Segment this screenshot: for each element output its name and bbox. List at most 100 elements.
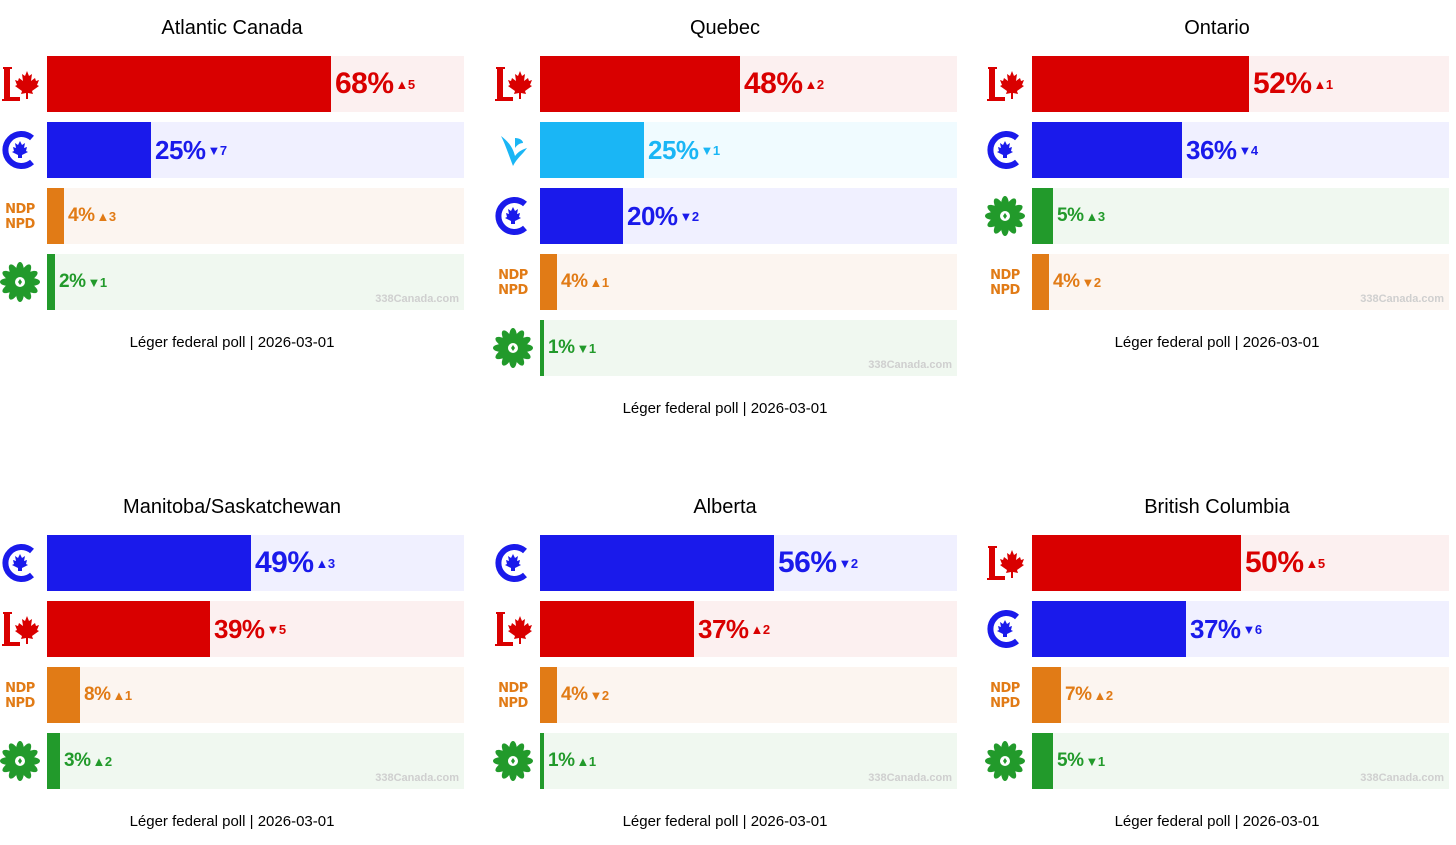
green-logo-icon bbox=[985, 741, 1025, 781]
bar-track: 48% ▲2 bbox=[540, 56, 957, 112]
change-up-label: ▲2 bbox=[1093, 687, 1113, 703]
party-logo bbox=[493, 130, 533, 170]
bar-track: 4% ▲1 bbox=[540, 254, 957, 310]
party-logo bbox=[0, 64, 40, 104]
party-logo: NDP NPD bbox=[0, 196, 40, 236]
bar-track: 25% ▼1 bbox=[540, 122, 957, 178]
party-logo bbox=[493, 543, 533, 583]
bar bbox=[540, 122, 644, 178]
bar-track: 1% ▲1 338Canada.com bbox=[540, 733, 957, 789]
bar-row: 25% ▼7 bbox=[0, 122, 464, 178]
data-label: 52% ▲1 bbox=[1253, 56, 1333, 112]
party-logo bbox=[0, 609, 40, 649]
bar-row: 2% ▼1 338Canada.com bbox=[0, 254, 464, 310]
percent-label: 4% bbox=[1053, 271, 1080, 292]
ndp-logo-line: NPD bbox=[5, 696, 35, 711]
change-down-label: ▼1 bbox=[1085, 753, 1105, 769]
ndp-logo-line: NPD bbox=[990, 283, 1020, 298]
party-logo bbox=[0, 262, 40, 302]
party-logo bbox=[985, 543, 1025, 583]
green-logo-icon bbox=[493, 741, 533, 781]
data-label: 49% ▲3 bbox=[255, 535, 335, 591]
data-label: 4% ▲3 bbox=[68, 188, 116, 244]
bar-row: 68% ▲5 bbox=[0, 56, 464, 112]
data-label: 3% ▲2 bbox=[64, 733, 112, 789]
data-label: 7% ▲2 bbox=[1065, 667, 1113, 723]
percent-label: 25% bbox=[648, 134, 699, 165]
ndp-logo-line: NPD bbox=[498, 696, 528, 711]
watermark: 338Canada.com bbox=[1360, 293, 1444, 305]
bar-track: 52% ▲1 bbox=[1032, 56, 1449, 112]
data-label: 4% ▲1 bbox=[561, 254, 609, 310]
data-label: 4% ▼2 bbox=[561, 667, 609, 723]
bar bbox=[47, 56, 331, 112]
bar-row: NDP NPD 4% ▲3 bbox=[0, 188, 464, 244]
bar bbox=[540, 254, 557, 310]
percent-label: 1% bbox=[548, 750, 575, 771]
party-logo bbox=[493, 328, 533, 368]
change-down-label: ▼1 bbox=[87, 274, 107, 290]
data-label: 37% ▼6 bbox=[1190, 601, 1262, 657]
conservative-logo-icon bbox=[2, 544, 34, 582]
watermark: 338Canada.com bbox=[868, 359, 952, 371]
bar-row: NDP NPD 7% ▲2 bbox=[985, 667, 1449, 723]
bar-track: 25% ▼7 bbox=[47, 122, 464, 178]
bar-row: 48% ▲2 bbox=[493, 56, 957, 112]
green-logo-icon bbox=[0, 262, 40, 302]
bar bbox=[47, 601, 210, 657]
bar-row: 5% ▲3 bbox=[985, 188, 1449, 244]
bar-track: 7% ▲2 bbox=[1032, 667, 1449, 723]
bloc-logo-icon bbox=[501, 136, 527, 166]
chart-title: British Columbia bbox=[1144, 496, 1290, 518]
party-logo bbox=[985, 64, 1025, 104]
watermark: 338Canada.com bbox=[868, 772, 952, 784]
percent-label: 49% bbox=[255, 546, 314, 579]
bar bbox=[1032, 56, 1249, 112]
bar-track: 39% ▼5 bbox=[47, 601, 464, 657]
change-down-label: ▼1 bbox=[700, 142, 721, 158]
bar bbox=[47, 122, 151, 178]
percent-label: 36% bbox=[1186, 134, 1237, 165]
data-label: 8% ▲1 bbox=[84, 667, 132, 723]
source-caption: Léger federal poll | 2026-03-01 bbox=[1114, 334, 1320, 351]
bar-row: 25% ▼1 bbox=[493, 122, 957, 178]
source-caption: Léger federal poll | 2026-03-01 bbox=[129, 334, 335, 351]
data-label: 68% ▲5 bbox=[335, 56, 415, 112]
percent-label: 2% bbox=[59, 271, 86, 292]
percent-label: 56% bbox=[778, 546, 837, 579]
party-logo bbox=[985, 196, 1025, 236]
data-label: 25% ▼1 bbox=[648, 122, 720, 178]
change-up-label: ▲5 bbox=[1305, 555, 1326, 571]
party-logo bbox=[493, 609, 533, 649]
change-up-label: ▲5 bbox=[395, 76, 416, 92]
bar bbox=[540, 535, 774, 591]
party-logo bbox=[493, 741, 533, 781]
change-up-label: ▲2 bbox=[804, 76, 825, 92]
bar bbox=[540, 601, 694, 657]
liberal-logo-icon bbox=[2, 612, 39, 646]
chart-title: Manitoba/Saskatchewan bbox=[123, 496, 341, 518]
bar-row: 39% ▼5 bbox=[0, 601, 464, 657]
data-label: 39% ▼5 bbox=[214, 601, 286, 657]
party-logo bbox=[985, 609, 1025, 649]
data-label: 5% ▲3 bbox=[1057, 188, 1105, 244]
green-logo-icon bbox=[493, 328, 533, 368]
bar-row: 37% ▼6 bbox=[985, 601, 1449, 657]
bar bbox=[47, 733, 60, 789]
bar-row: NDP NPD 4% ▲1 bbox=[493, 254, 957, 310]
bar-row: NDP NPD 4% ▼2 bbox=[493, 667, 957, 723]
data-label: 1% ▼1 bbox=[548, 320, 596, 376]
source-caption: Léger federal poll | 2026-03-01 bbox=[622, 813, 828, 830]
conservative-logo-icon bbox=[495, 544, 527, 582]
bar-row: 20% ▼2 bbox=[493, 188, 957, 244]
ndp-logo-line: NDP bbox=[990, 268, 1020, 283]
change-down-label: ▼4 bbox=[1238, 142, 1259, 158]
bar-row: 50% ▲5 bbox=[985, 535, 1449, 591]
party-logo bbox=[985, 130, 1025, 170]
ndp-logo-line: NDP bbox=[990, 681, 1020, 696]
bar-row: 3% ▲2 338Canada.com bbox=[0, 733, 464, 789]
bar-track: 37% ▼6 bbox=[1032, 601, 1449, 657]
